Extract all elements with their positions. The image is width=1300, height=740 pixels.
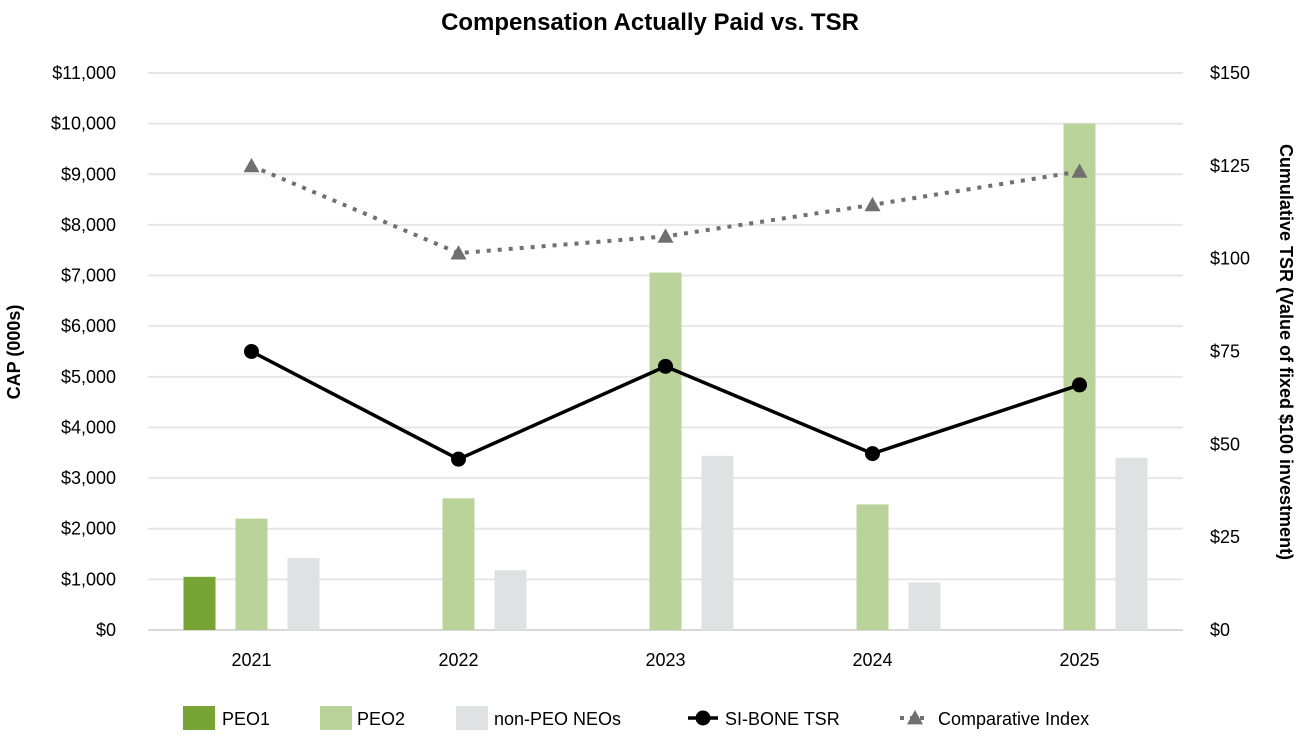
legend-label-comparative-index: Comparative Index	[938, 709, 1089, 729]
x-tick-label: 2024	[852, 650, 892, 670]
comparative-index-point	[243, 157, 260, 173]
left-axis-title: CAP (000s)	[4, 305, 24, 400]
comparative-index-point	[450, 245, 467, 260]
bar-peo2	[649, 272, 682, 630]
legend-label-peo2: PEO2	[357, 709, 405, 729]
right-tick-label: $75	[1210, 342, 1240, 362]
legend-marker-comparative-index	[907, 710, 923, 725]
chart-title: Compensation Actually Paid vs. TSR	[441, 9, 859, 36]
right-axis-title: Cumulative TSR (Value of fixed $100 inve…	[1276, 144, 1296, 560]
x-tick-label: 2025	[1059, 650, 1099, 670]
bar-non-peo-neos	[1115, 457, 1148, 630]
legend-label-peo1: PEO1	[222, 709, 270, 729]
legend-swatch-peo1	[183, 706, 215, 730]
right-tick-label: $150	[1210, 63, 1250, 83]
x-tick-label: 2022	[438, 650, 478, 670]
left-axis-ticks: $0 $1,000 $2,000 $3,000 $4,000 $5,000 $6,000 $7…	[51, 63, 116, 640]
legend-marker-si-bone-tsr	[695, 710, 711, 726]
comparative-index-point	[657, 228, 674, 243]
left-tick-label: $11,000	[52, 63, 116, 83]
left-tick-label: $6,000	[61, 316, 116, 336]
x-tick-label: 2023	[645, 650, 685, 670]
x-axis-ticks: 2021 2022 2023 2024 2025	[231, 650, 1099, 670]
left-tick-label: $3,000	[61, 468, 116, 488]
bar-peo2	[235, 518, 268, 630]
left-tick-label: $8,000	[61, 215, 116, 235]
si-bone-tsr-point	[658, 358, 673, 374]
comparative-index-point	[864, 196, 881, 212]
bar-peo2	[442, 498, 475, 630]
right-tick-label: $50	[1210, 434, 1240, 454]
si-bone-tsr-point	[451, 451, 466, 467]
si-bone-tsr-point	[1072, 377, 1087, 393]
comparative-index-point	[1071, 163, 1088, 178]
right-axis-ticks: $0 $25 $50 $75 $100 $125 $150	[1210, 63, 1250, 640]
bar-peo2	[856, 504, 889, 630]
right-tick-label: $100	[1210, 249, 1250, 269]
legend-swatch-peo2	[320, 706, 352, 730]
si-bone-tsr-point	[244, 344, 259, 359]
bar-non-peo-neos	[494, 570, 527, 630]
left-tick-label: $2,000	[61, 519, 116, 539]
bar-non-peo-neos	[701, 455, 734, 630]
x-tick-label: 2021	[231, 650, 271, 670]
legend-label-non-peo-neos: non-PEO NEOs	[494, 709, 621, 729]
legend: PEO1 PEO2 non-PEO NEOs SI-BONE TSR Comparati…	[183, 706, 1089, 730]
left-tick-label: $1,000	[61, 569, 116, 589]
left-tick-label: $4,000	[61, 417, 116, 437]
bar-peo2	[1063, 123, 1096, 631]
bar-non-peo-neos	[287, 558, 320, 630]
si-bone-tsr-point	[865, 446, 880, 462]
left-tick-label: $7,000	[61, 266, 116, 286]
left-tick-label: $0	[96, 620, 116, 640]
left-tick-label: $10,000	[51, 114, 116, 134]
legend-label-si-bone-tsr: SI-BONE TSR	[725, 709, 840, 729]
bar-peo1	[183, 576, 216, 630]
line-series	[243, 157, 1088, 467]
right-tick-label: $125	[1210, 156, 1250, 176]
legend-swatch-non-peo-neos	[456, 706, 488, 730]
left-tick-label: $5,000	[61, 367, 116, 387]
bar-series	[183, 123, 1148, 631]
right-tick-label: $0	[1210, 620, 1230, 640]
left-tick-label: $9,000	[61, 164, 116, 184]
bar-non-peo-neos	[908, 582, 941, 630]
right-tick-label: $25	[1210, 527, 1240, 547]
